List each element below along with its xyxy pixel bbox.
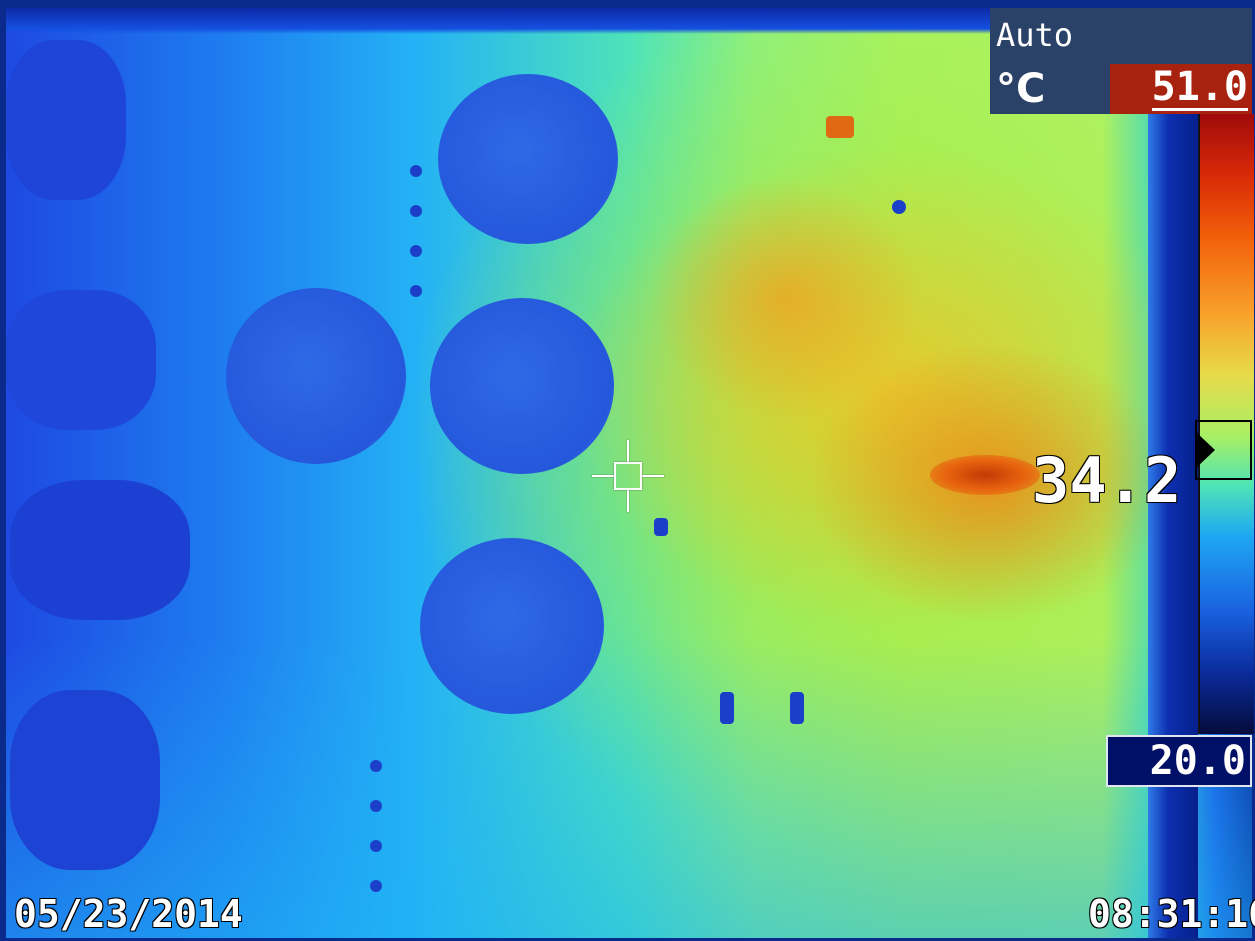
via — [370, 880, 382, 892]
component-left-1 — [6, 40, 126, 200]
colorbar-pointer-icon — [1197, 433, 1215, 467]
via — [370, 760, 382, 772]
via — [370, 840, 382, 852]
range-mode-label: Auto — [996, 16, 1074, 54]
scale-max-box: 51.0 — [1110, 64, 1252, 114]
scale-min-box: 20.0 — [1106, 735, 1252, 787]
via — [892, 200, 906, 214]
via — [720, 692, 734, 724]
hotspot-top — [826, 116, 854, 138]
temperature-unit-label: °C — [996, 66, 1046, 112]
capacitor-4 — [420, 538, 604, 714]
colorbar-marker-box — [1195, 420, 1252, 480]
via — [790, 692, 804, 724]
via — [654, 518, 668, 536]
via — [410, 165, 422, 177]
capacitor-3 — [430, 298, 614, 474]
thermal-image — [6, 8, 1252, 938]
hotspot-main — [930, 455, 1040, 495]
via — [410, 285, 422, 297]
via — [410, 205, 422, 217]
via — [410, 245, 422, 257]
component-left-2 — [6, 290, 156, 430]
capacitor-1 — [438, 74, 618, 244]
component-left-4 — [10, 690, 160, 870]
scale-max-value: 51.0 — [1151, 64, 1248, 111]
scale-min-value: 20.0 — [1149, 738, 1246, 784]
temperature-colorbar — [1198, 114, 1254, 734]
capture-time: 08:31:16 — [1088, 892, 1255, 936]
spot-crosshair-icon — [592, 440, 664, 512]
capture-date: 05/23/2014 — [14, 892, 243, 936]
capacitor-2 — [226, 288, 406, 464]
component-left-3 — [10, 480, 190, 620]
via — [370, 800, 382, 812]
spot-temperature-readout: 34.2 — [1032, 444, 1182, 517]
